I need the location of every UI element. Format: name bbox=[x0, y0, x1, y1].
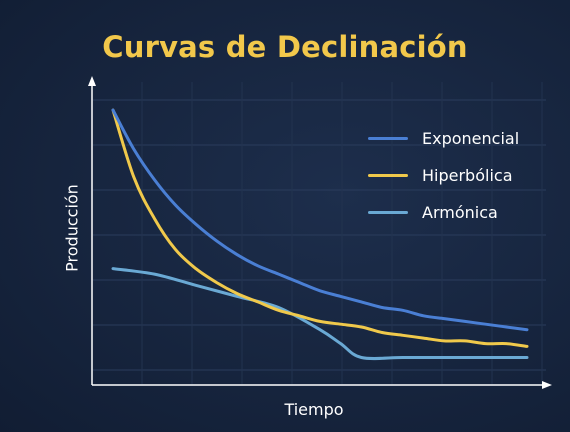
y-axis-label: Producción bbox=[62, 184, 82, 272]
legend-item-exponencial: Exponencial bbox=[368, 120, 519, 157]
series-line-armonica bbox=[111, 267, 529, 361]
grid-lines bbox=[93, 82, 546, 384]
series-line-hiperbolica bbox=[111, 108, 529, 348]
series-layer bbox=[111, 108, 529, 361]
legend-item-armonica: Armónica bbox=[368, 194, 519, 231]
legend-swatch bbox=[368, 211, 408, 214]
y-axis-arrow bbox=[88, 76, 96, 86]
legend-label: Exponencial bbox=[422, 129, 520, 148]
series-line-exponencial bbox=[111, 108, 529, 332]
x-axis-arrow bbox=[542, 381, 552, 389]
legend-swatch bbox=[368, 137, 408, 140]
legend-swatch bbox=[368, 174, 408, 177]
x-axis-label: Tiempo bbox=[284, 400, 344, 419]
legend-label: Hiperbólica bbox=[422, 166, 513, 185]
axes bbox=[88, 76, 552, 389]
chart-legend: Exponencial Hiperbólica Armónica bbox=[368, 120, 519, 231]
legend-item-hiperbolica: Hiperbólica bbox=[368, 157, 519, 194]
legend-label: Armónica bbox=[422, 203, 498, 222]
chart-title: Curvas de Declinación bbox=[102, 30, 468, 64]
